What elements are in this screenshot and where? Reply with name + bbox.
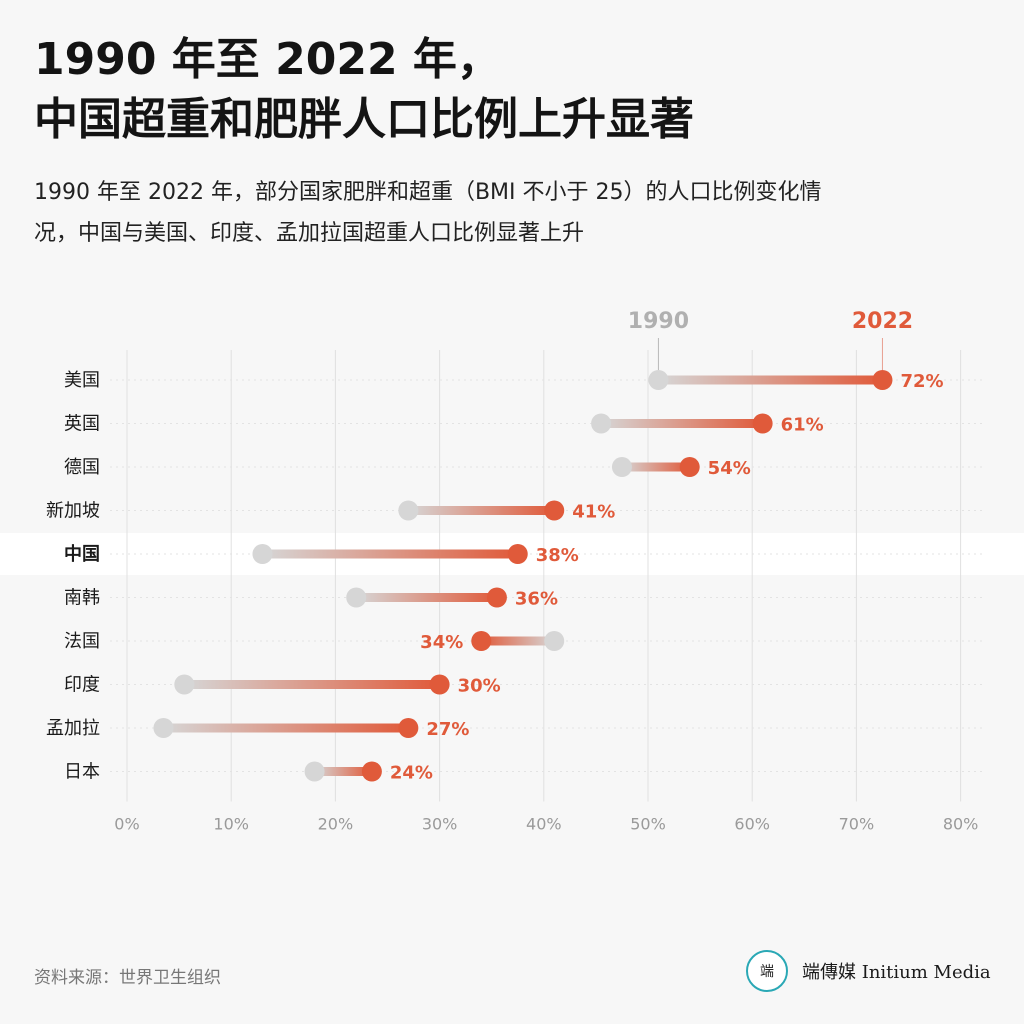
dot-2022 — [361, 761, 382, 782]
value-label-2022: 24% — [390, 763, 433, 784]
title-line-2: 中国超重和肥胖人口比例上升显著 — [34, 94, 694, 145]
dot-2022 — [398, 718, 419, 738]
x-tick-label: 30% — [422, 815, 458, 834]
category-label: 南韩 — [64, 588, 100, 609]
dot-1990 — [398, 500, 419, 521]
dot-2022 — [544, 500, 565, 521]
brand-logo-icon: 端 — [746, 950, 788, 992]
dot-2022 — [679, 457, 700, 477]
category-label: 日本 — [64, 762, 100, 783]
dot-2022 — [872, 370, 893, 390]
value-label-2022: 30% — [458, 676, 501, 697]
x-tick-label: 50% — [630, 815, 666, 834]
legend-2022: 2022 — [852, 309, 913, 334]
value-label-2022: 36% — [515, 589, 558, 610]
category-label: 中国 — [64, 543, 100, 565]
brand-name: 端傳媒 Initium Media — [802, 962, 991, 983]
value-label-2022: 41% — [572, 502, 615, 523]
x-tick-label: 60% — [734, 815, 770, 834]
legend-1990: 1990 — [628, 309, 689, 334]
category-label: 英国 — [64, 414, 100, 435]
dot-2022 — [471, 631, 492, 651]
dot-1990 — [648, 370, 669, 390]
value-label-2022: 72% — [900, 371, 943, 392]
category-label: 美国 — [64, 370, 100, 391]
x-tick-label: 0% — [114, 815, 139, 834]
dot-1990 — [611, 457, 632, 477]
x-tick-label: 20% — [318, 815, 354, 834]
value-label-2022: 34% — [420, 632, 463, 653]
value-label-2022: 54% — [708, 458, 751, 479]
chart-subtitle: 1990 年至 2022 年，部分国家肥胖和超重（BMI 不小于 25）的人口比… — [34, 172, 994, 254]
x-tick-label: 80% — [943, 815, 979, 834]
dot-2022 — [486, 587, 507, 608]
title-line-1: 1990 年至 2022 年， — [34, 34, 501, 85]
dot-1990 — [174, 674, 195, 695]
dot-1990 — [544, 631, 565, 651]
dot-1990 — [153, 718, 174, 738]
chart-title: 1990 年至 2022 年， 中国超重和肥胖人口比例上升显著 — [34, 30, 994, 150]
value-label-2022: 61% — [781, 415, 824, 436]
category-label: 德国 — [64, 457, 100, 478]
dot-2022 — [752, 413, 773, 434]
dot-1990 — [304, 761, 325, 782]
dot-2022 — [507, 544, 528, 564]
x-tick-label: 40% — [526, 815, 562, 834]
value-label-2022: 38% — [536, 545, 579, 566]
x-tick-label: 10% — [213, 815, 249, 834]
subtitle-line-1: 1990 年至 2022 年，部分国家肥胖和超重（BMI 不小于 25）的人口比… — [34, 180, 822, 205]
category-label: 新加坡 — [46, 501, 100, 522]
dot-1990 — [591, 413, 612, 434]
source-note: 资料来源：世界卫生组织 — [34, 968, 221, 988]
value-label-2022: 27% — [426, 719, 469, 740]
dumbbell-chart: 0% 10% 20% 30% 40% 50% 60% 70% 80% 1990 2022 美国 72% 英… — [0, 309, 1024, 834]
dot-1990 — [346, 587, 367, 608]
category-label: 孟加拉 — [46, 718, 100, 739]
brand: 端 端傳媒 Initium Media — [746, 950, 991, 992]
subtitle-line-2: 况，中国与美国、印度、孟加拉国超重人口比例显著上升 — [34, 221, 585, 246]
category-label: 印度 — [64, 675, 100, 696]
dot-2022 — [429, 674, 450, 695]
category-label: 法国 — [64, 631, 100, 652]
x-tick-label: 70% — [839, 815, 875, 834]
dot-1990 — [252, 544, 273, 564]
